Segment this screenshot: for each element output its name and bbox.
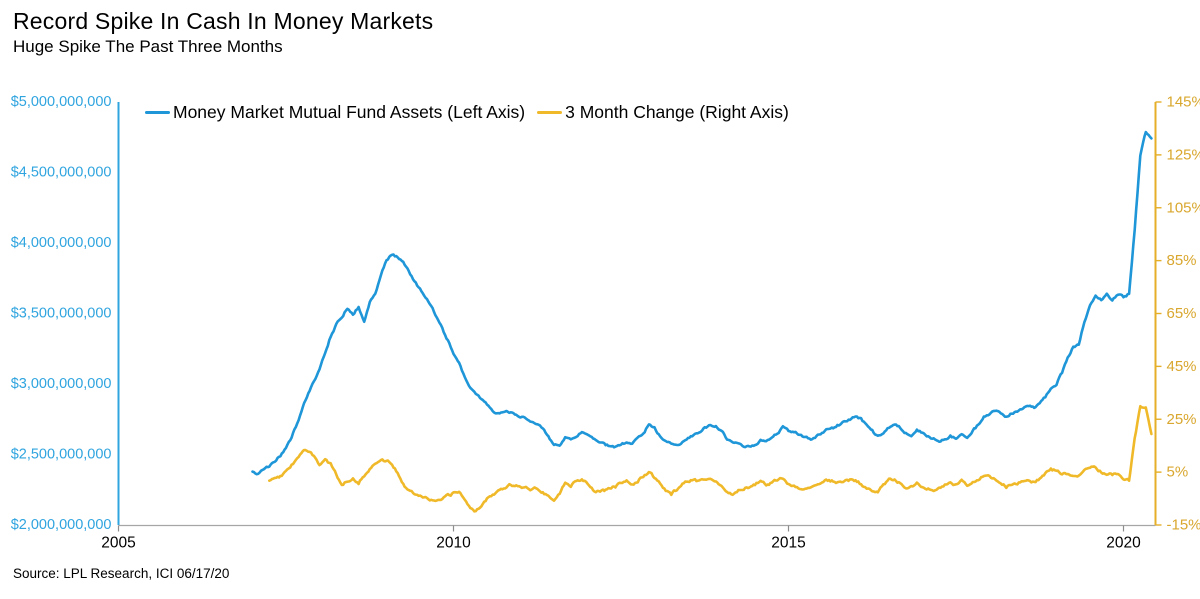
change-line-swatch-icon xyxy=(537,110,563,115)
x-axis-tick-label: 2010 xyxy=(436,535,471,552)
legend: Money Market Mutual Fund Assets (Left Ax… xyxy=(145,102,789,123)
chart-title: Record Spike In Cash In Money Markets xyxy=(13,8,434,34)
chart-subtitle: Huge Spike The Past Three Months xyxy=(13,37,283,56)
legend-label-assets: Money Market Mutual Fund Assets (Left Ax… xyxy=(173,102,526,122)
assets-series-line xyxy=(251,130,1153,476)
left-axis-tick-label: $2,000,000,000 xyxy=(11,517,112,533)
legend-item-change: 3 Month Change (Right Axis) xyxy=(537,102,789,123)
right-axis-tick-label: 5% xyxy=(1167,464,1189,481)
left-axis-tick-label: $3,000,000,000 xyxy=(11,376,112,392)
assets-line-swatch-icon xyxy=(145,110,170,115)
x-axis-tick-label: 2015 xyxy=(771,535,805,552)
right-axis-tick-label: 65% xyxy=(1167,305,1197,322)
left-axis-tick-label: $3,500,000,000 xyxy=(11,306,112,322)
left-axis-tick-label: $5,000,000,000 xyxy=(11,94,112,110)
x-axis-tick-label: 2005 xyxy=(101,535,135,552)
right-axis-tick-label: 85% xyxy=(1167,252,1197,269)
right-axis-tick-label: 125% xyxy=(1167,146,1200,163)
change-series-line xyxy=(268,404,1153,513)
x-axis-tick-label: 2020 xyxy=(1106,535,1141,552)
legend-label-change: 3 Month Change (Right Axis) xyxy=(565,102,789,122)
left-axis-tick-label: $4,000,000,000 xyxy=(11,235,112,251)
left-axis-tick-label: $2,500,000,000 xyxy=(11,447,112,463)
right-axis-tick-label: 105% xyxy=(1167,199,1200,216)
source-note: Source: LPL Research, ICI 06/17/20 xyxy=(13,566,230,581)
right-axis-tick-label: 45% xyxy=(1167,358,1197,375)
left-axis-tick-label: $4,500,000,000 xyxy=(11,165,112,181)
right-axis-tick-label: 145% xyxy=(1167,94,1200,111)
legend-item-assets: Money Market Mutual Fund Assets (Left Ax… xyxy=(145,102,525,123)
right-axis-tick-label: 25% xyxy=(1167,411,1197,428)
right-axis-tick-label: -15% xyxy=(1167,517,1200,534)
